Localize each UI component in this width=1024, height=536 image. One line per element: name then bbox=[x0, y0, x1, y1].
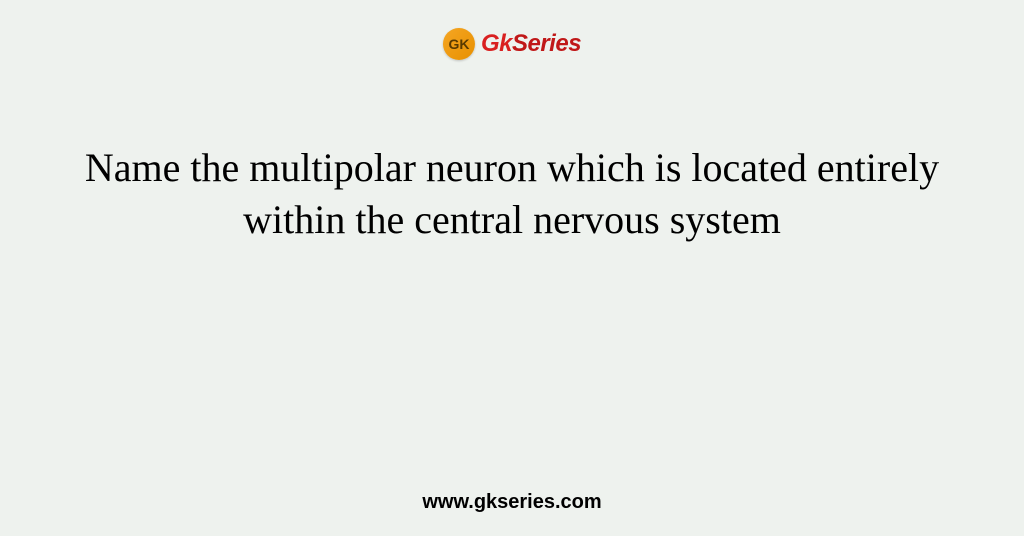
logo-suffix: Series bbox=[512, 30, 581, 57]
logo-brand-text: GkSeries bbox=[481, 30, 581, 58]
logo-prefix: Gk bbox=[481, 30, 512, 57]
footer-url: www.gkseries.com bbox=[422, 491, 601, 514]
brand-logo: GK GkSeries bbox=[443, 28, 581, 60]
question-heading: Name the multipolar neuron which is loca… bbox=[52, 142, 972, 246]
logo-badge-text: GK bbox=[448, 36, 469, 52]
logo-badge-icon: GK bbox=[443, 28, 475, 60]
